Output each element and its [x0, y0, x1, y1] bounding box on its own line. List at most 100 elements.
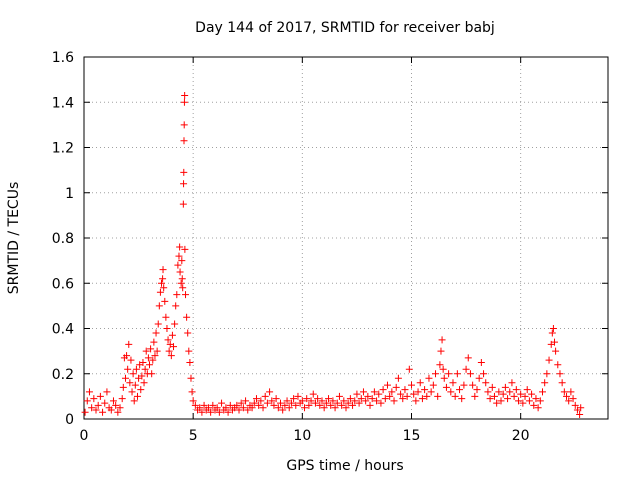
- data-point: [460, 381, 468, 389]
- data-point: [569, 395, 577, 403]
- data-point: [156, 288, 164, 296]
- data-point: [165, 347, 173, 355]
- data-point: [543, 370, 551, 378]
- data-point: [383, 381, 391, 389]
- data-point: [548, 329, 556, 337]
- data-point: [362, 397, 370, 405]
- data-point: [471, 392, 479, 400]
- data-point: [528, 390, 536, 398]
- data-point: [560, 388, 568, 396]
- y-tick-label: 0.2: [52, 367, 74, 383]
- data-point: [285, 404, 293, 412]
- data-point: [107, 406, 115, 414]
- data-point: [303, 395, 311, 403]
- data-point: [353, 390, 361, 398]
- data-point: [480, 370, 488, 378]
- y-tick-label: 1: [65, 186, 74, 202]
- y-tick-label: 1.4: [52, 95, 74, 111]
- y-tick-label: 0.8: [52, 231, 74, 247]
- data-point: [309, 390, 317, 398]
- data-point: [172, 302, 180, 310]
- data-point: [162, 313, 170, 321]
- data-point: [464, 354, 472, 362]
- data-point: [181, 91, 189, 99]
- data-point: [173, 291, 181, 299]
- data-point: [567, 388, 575, 396]
- data-point: [148, 370, 156, 378]
- data-point: [188, 388, 196, 396]
- data-point: [512, 386, 520, 394]
- data-point: [168, 331, 176, 339]
- data-point: [388, 388, 396, 396]
- data-point: [501, 383, 509, 391]
- data-point: [442, 383, 450, 391]
- data-point: [490, 392, 498, 400]
- x-tick-label: 10: [293, 428, 311, 444]
- data-point: [298, 397, 306, 405]
- data-point: [493, 399, 501, 407]
- data-point: [196, 404, 204, 412]
- data-point: [183, 313, 191, 321]
- data-point: [437, 347, 445, 355]
- data-point: [174, 261, 182, 269]
- data-point: [147, 345, 155, 353]
- data-point: [508, 379, 516, 387]
- data-point: [277, 399, 284, 407]
- data-point: [447, 388, 455, 396]
- data-point: [482, 379, 490, 387]
- data-point: [366, 401, 374, 409]
- data-point: [81, 408, 89, 416]
- data-point: [425, 374, 433, 382]
- data-point: [215, 408, 223, 416]
- data-point: [379, 386, 387, 394]
- data-point: [536, 397, 544, 405]
- data-point: [434, 392, 442, 400]
- data-point: [504, 395, 512, 403]
- y-tick-label: 0.6: [52, 276, 74, 292]
- data-point: [140, 379, 148, 387]
- y-axis-label: SRMTID / TECUs: [6, 182, 22, 295]
- data-point: [242, 397, 250, 405]
- data-point: [146, 361, 153, 369]
- data-point: [287, 399, 295, 407]
- data-point: [235, 406, 243, 414]
- data-point: [346, 395, 354, 403]
- data-point: [436, 361, 444, 369]
- y-tick-label: 0.4: [52, 322, 74, 338]
- data-point: [279, 406, 287, 414]
- data-point: [423, 392, 431, 400]
- data-point: [112, 401, 120, 409]
- data-point: [314, 395, 322, 403]
- data-point: [161, 297, 169, 305]
- data-point: [151, 352, 159, 360]
- data-point: [144, 354, 152, 362]
- data-point: [109, 397, 117, 405]
- data-point: [178, 257, 186, 265]
- data-point: [344, 399, 352, 407]
- data-point: [510, 392, 518, 400]
- data-point: [318, 397, 326, 405]
- data-point: [532, 395, 540, 403]
- data-point: [132, 365, 140, 373]
- data-point: [164, 336, 172, 344]
- data-point: [475, 374, 483, 382]
- data-point: [486, 395, 494, 403]
- data-point: [128, 388, 136, 396]
- data-point: [440, 374, 448, 382]
- data-point: [153, 347, 161, 355]
- data-point: [137, 386, 145, 394]
- data-point: [237, 399, 245, 407]
- data-point: [180, 180, 188, 188]
- x-tick-label: 20: [512, 428, 530, 444]
- data-point: [209, 401, 217, 409]
- data-point: [292, 401, 300, 409]
- data-point: [159, 275, 167, 283]
- data-point: [523, 386, 531, 394]
- data-point: [514, 397, 522, 405]
- data-point: [125, 340, 133, 348]
- data-point: [83, 397, 91, 405]
- data-point: [451, 392, 459, 400]
- data-point: [565, 397, 573, 405]
